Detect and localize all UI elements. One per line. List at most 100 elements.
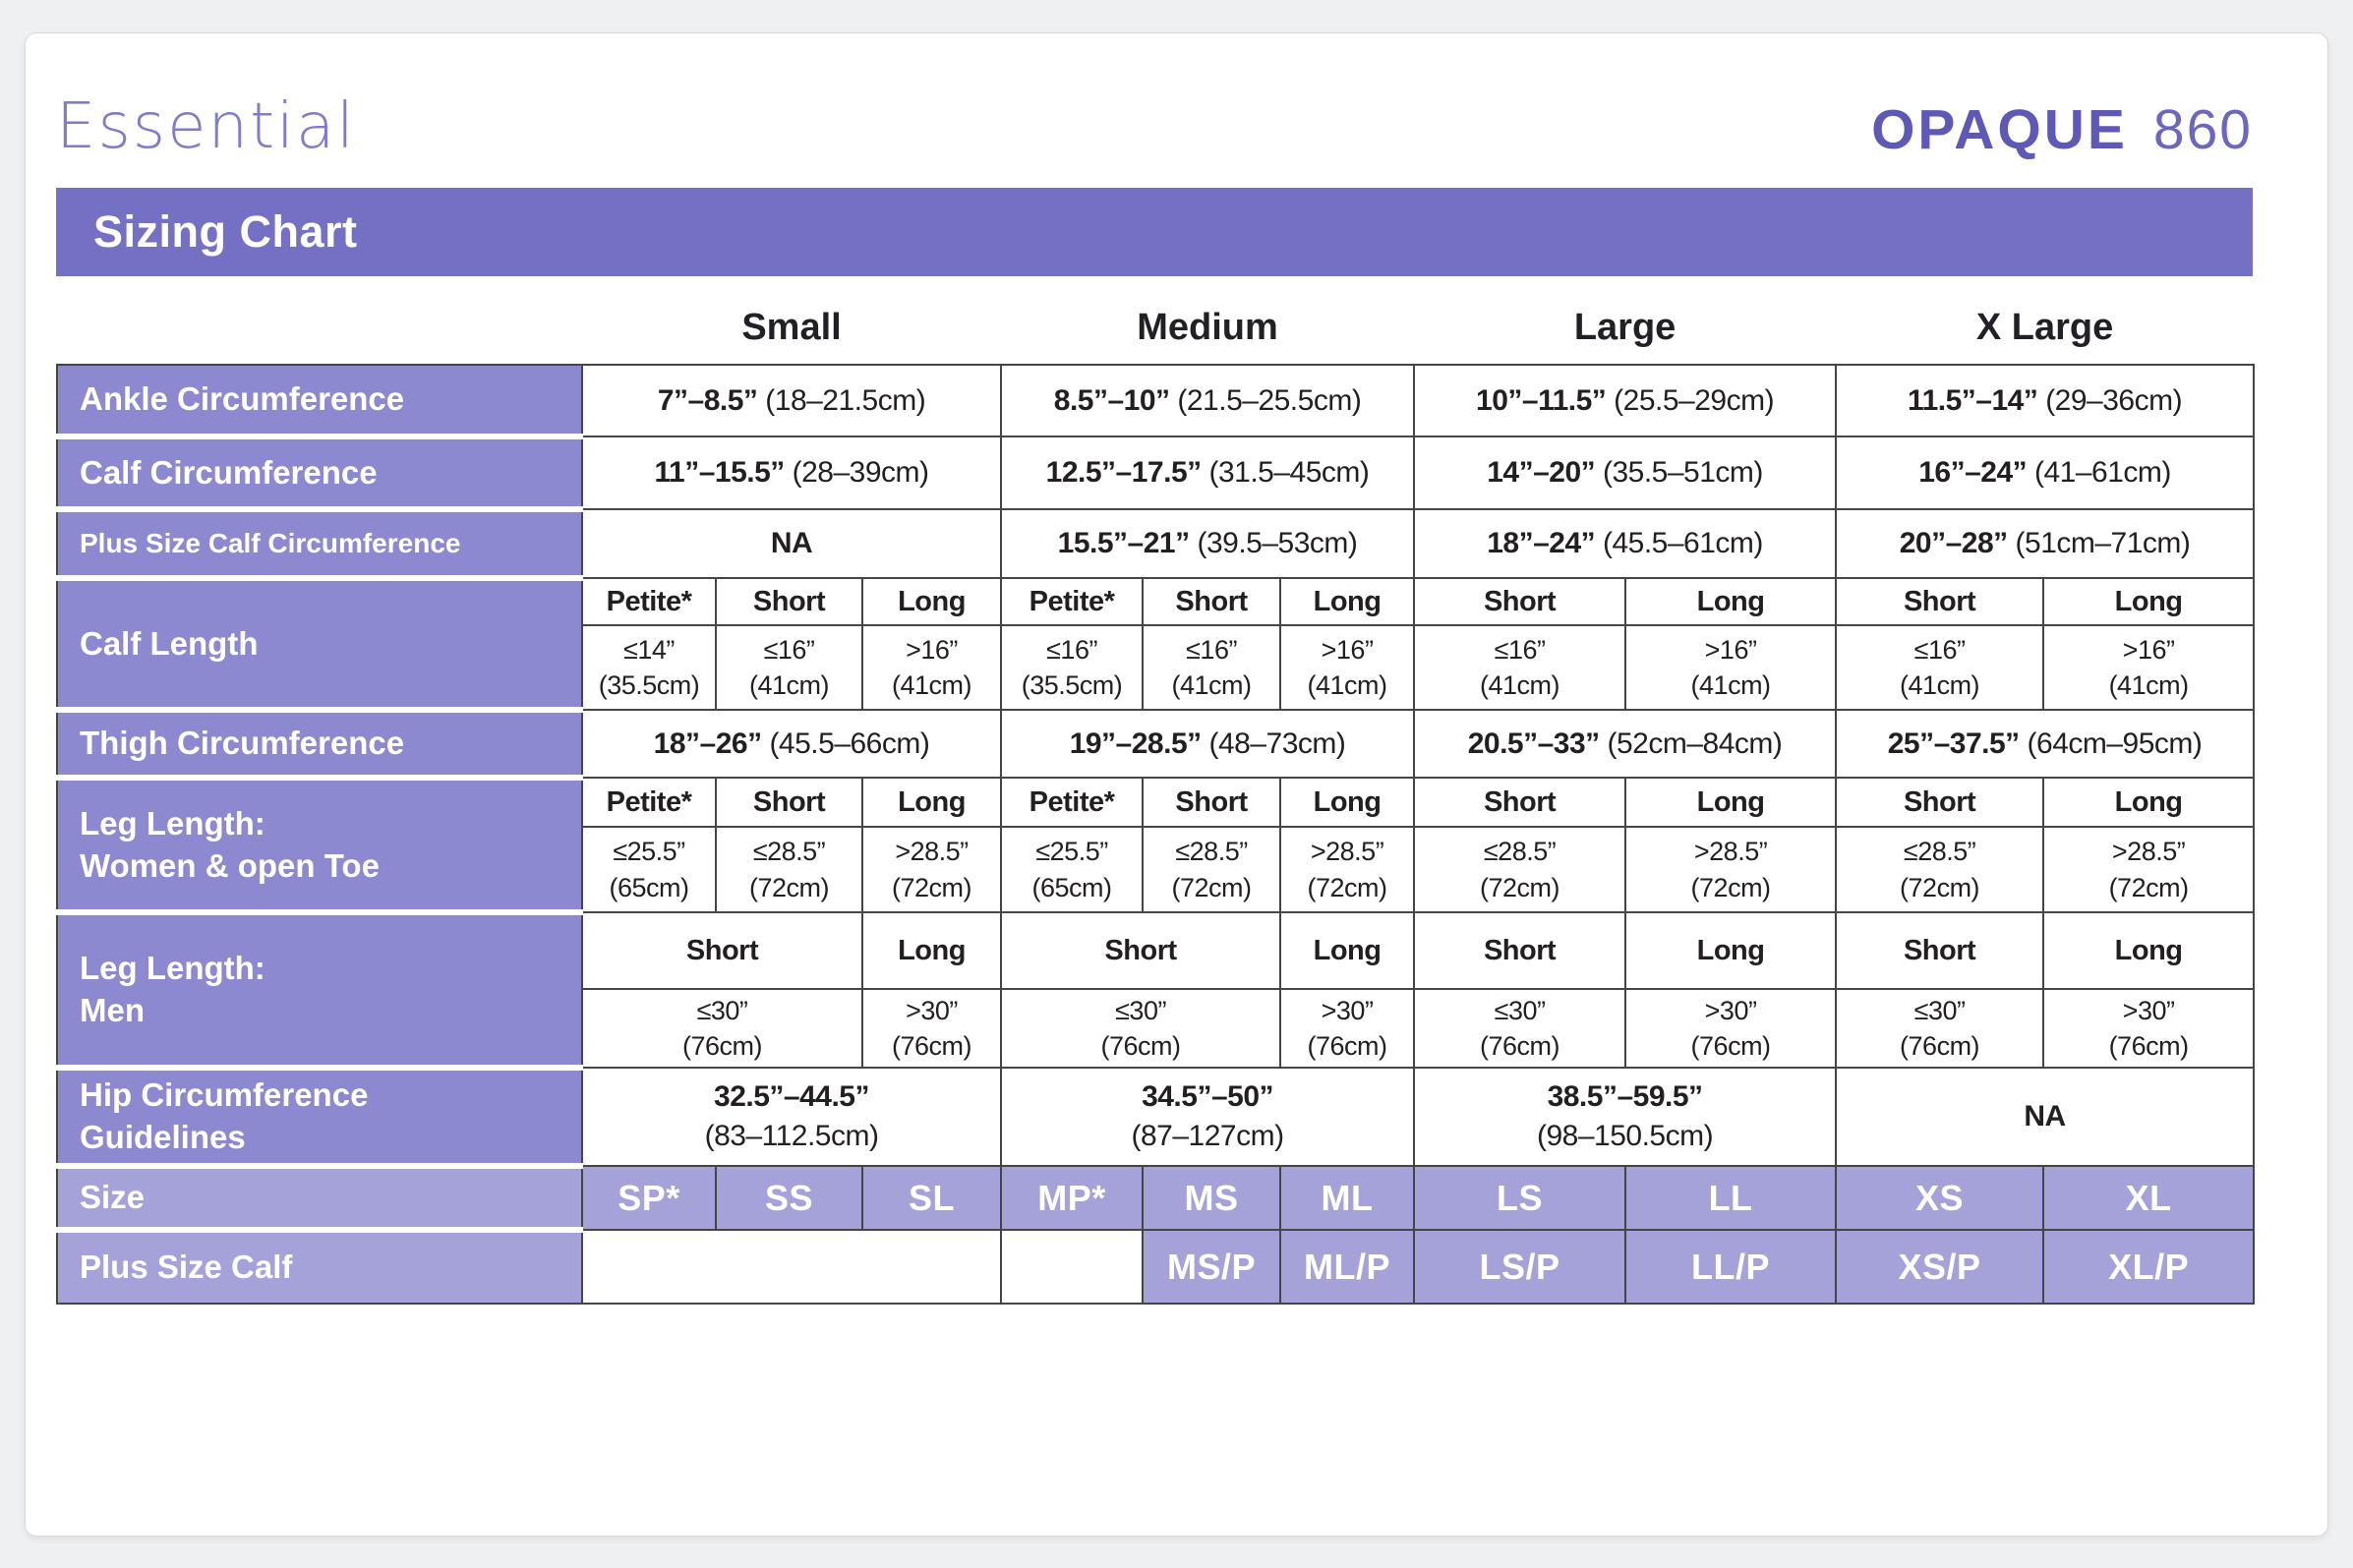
banner-title: Sizing Chart	[93, 206, 358, 257]
value-cm: (41–61cm)	[2034, 456, 2171, 489]
cell-pluscalf-large: 18”–24” (45.5–61cm)	[1413, 508, 1838, 579]
value-inches: 12.5”–17.5”	[1045, 456, 1202, 489]
row-label-plus-size-calf-circumference: Plus Size Calf Circumference	[56, 506, 582, 578]
fit-subheader: Petite*	[1000, 777, 1145, 828]
value-inches: 19”–28.5”	[1069, 726, 1202, 760]
fit-subheader: Long	[860, 577, 1003, 626]
cell-leg-length-men: ≤30” (76cm)	[581, 988, 863, 1069]
value-cm: (35.5–51cm)	[1602, 456, 1763, 489]
cell-calf-length: ≤16” (41cm)	[1835, 624, 2045, 711]
cell-pluscalf-small: NA	[580, 508, 1003, 579]
row-label-hip-circumference-guidelines: Hip Circumference Guidelines	[56, 1065, 582, 1166]
ankle-circumference-row: Ankle Circumference 7”–8.5” (18–21.5cm) …	[56, 364, 2256, 437]
cell-leg-length-women: >28.5” (72cm)	[2042, 826, 2256, 913]
cell-ankle-small: 7”–8.5” (18–21.5cm)	[580, 364, 1003, 437]
row-label-leg-length-women: Leg Length: Women & open Toe	[56, 775, 582, 912]
fit-subheader: Long	[1624, 777, 1838, 828]
value-inches: 18”–24”	[1487, 527, 1596, 559]
fit-subheader: Short	[1835, 911, 2045, 990]
cell-calf-length: ≤16” (41cm)	[715, 624, 863, 711]
empty-cell	[1000, 1229, 1145, 1305]
value-cm: (18–21.5cm)	[765, 383, 926, 417]
fit-subheader: Long	[1279, 577, 1416, 626]
column-header-small: Small	[582, 276, 1002, 365]
cell-leg-length-women: ≤25.5” (65cm)	[1000, 826, 1145, 913]
cell-calf-length: >16” (41cm)	[2042, 624, 2256, 711]
value-inches: 11”–15.5”	[654, 456, 785, 489]
cell-leg-length-women: >28.5” (72cm)	[1279, 826, 1416, 913]
fit-subheader: Short	[1413, 777, 1627, 828]
fit-subheader: Petite*	[1000, 577, 1145, 626]
fit-subheader: Short	[1413, 577, 1627, 626]
fit-subheader: Short	[1835, 777, 2045, 828]
thigh-circumference-row: Thigh Circumference 18”–26” (45.5–66cm) …	[56, 707, 2256, 779]
size-code-cell: SP*	[581, 1165, 717, 1231]
value-inches: NA	[770, 527, 813, 559]
fit-subheader: Long	[1279, 911, 1416, 990]
value-cm: (31.5–45cm)	[1208, 456, 1370, 489]
fit-subheader: Long	[2042, 577, 2256, 626]
row-label-calf-circumference: Calf Circumference	[56, 434, 582, 509]
value-cm: (52cm–84cm)	[1607, 726, 1783, 760]
product-line-title: Essential	[56, 90, 356, 163]
cell-leg-length-men: ≤30” (76cm)	[1000, 988, 1282, 1069]
cell-leg-length-men: ≤30” (76cm)	[1413, 988, 1627, 1069]
cell-hip-medium: 34.5”–50” (87–127cm)	[1000, 1067, 1416, 1167]
cell-calf-length: ≤14” (35.5cm)	[581, 624, 717, 711]
fit-subheader: Short	[1000, 911, 1282, 990]
leg-length-women-values-row: ≤25.5” (65cm) ≤28.5” (72cm) >28.5” (72cm) ≤…	[57, 826, 2256, 913]
sizing-chart-banner: Sizing Chart	[56, 188, 2253, 276]
fit-subheader: Long	[2042, 911, 2256, 990]
value-inches: 20”–28”	[1899, 527, 2008, 559]
row-label-leg-length-men: Leg Length: Men	[56, 909, 582, 1068]
size-code-row: Size SP* SS SL MP* MS ML LS LL XS XL	[56, 1163, 2256, 1231]
cell-calf-length: ≤16” (41cm)	[1413, 624, 1627, 711]
calf-circumference-row: Calf Circumference 11”–15.5” (28–39cm) 1…	[56, 434, 2256, 510]
fit-subheader: Long	[2042, 777, 2256, 828]
cell-calf-length: ≤16” (35.5cm)	[1000, 624, 1145, 711]
plus-size-code-cell: ML/P	[1279, 1229, 1416, 1305]
cell-hip-large: 38.5”–59.5” (98–150.5cm)	[1413, 1067, 1838, 1167]
leg-length-women-subheader-row: Leg Length: Women & open Toe Petite* Sho…	[56, 775, 2256, 912]
row-label-size: Size	[56, 1163, 582, 1230]
fit-subheader: Short	[715, 577, 863, 626]
fit-subheader: Short	[1413, 911, 1627, 990]
empty-cell	[580, 1229, 1003, 1305]
value-inches: 7”–8.5”	[657, 383, 758, 417]
fit-subheader: Long	[1624, 911, 1838, 990]
size-code-cell: XL	[2042, 1165, 2256, 1231]
cell-thigh-small: 18”–26” (45.5–66cm)	[580, 709, 1003, 779]
size-code-cell: MP*	[1000, 1165, 1145, 1231]
fit-subheader: Long	[1279, 777, 1416, 828]
fit-subheader: Long	[860, 911, 1003, 990]
cell-leg-length-men: >30” (76cm)	[1624, 988, 1838, 1069]
value-cm: (64cm–95cm)	[2027, 726, 2203, 760]
size-code-cell: SS	[715, 1165, 863, 1231]
plus-size-calf-code-row: Plus Size Calf MS/P ML/P LS/P LL/P XS/P …	[56, 1227, 2256, 1305]
size-code-cell: MS	[1142, 1165, 1282, 1231]
cell-calf-length: >16” (41cm)	[860, 624, 1003, 711]
cell-thigh-medium: 19”–28.5” (48–73cm)	[1000, 709, 1416, 779]
brand-name: OPAQUE	[1871, 98, 2128, 161]
row-label-thigh-circumference: Thigh Circumference	[56, 707, 582, 778]
cell-leg-length-women: ≤25.5” (65cm)	[581, 826, 717, 913]
fit-subheader: Long	[860, 777, 1003, 828]
cell-leg-length-women: >28.5” (72cm)	[860, 826, 1003, 913]
plus-size-code-cell: LS/P	[1413, 1229, 1627, 1305]
value-inches: 25”–37.5”	[1887, 726, 2020, 760]
cell-calf-length: >16” (41cm)	[1624, 624, 1838, 711]
size-code-cell: LL	[1624, 1165, 1838, 1231]
plus-size-code-cell: XL/P	[2042, 1229, 2256, 1305]
value-cm: (48–73cm)	[1208, 726, 1346, 760]
cell-leg-length-women: ≤28.5” (72cm)	[1142, 826, 1282, 913]
cell-calf-medium: 12.5”–17.5” (31.5–45cm)	[1000, 436, 1416, 510]
cell-calf-length: >16” (41cm)	[1279, 624, 1416, 711]
size-header-row: Small Medium Large X Large	[57, 276, 2255, 365]
size-code-cell: SL	[860, 1165, 1003, 1231]
cell-ankle-xlarge: 11.5”–14” (29–36cm)	[1835, 364, 2256, 437]
size-code-cell: LS	[1413, 1165, 1627, 1231]
value-inches: 8.5”–10”	[1053, 383, 1170, 417]
fit-subheader: Petite*	[581, 777, 717, 828]
plus-size-code-cell: LL/P	[1624, 1229, 1838, 1305]
corner-spacer	[57, 276, 582, 365]
